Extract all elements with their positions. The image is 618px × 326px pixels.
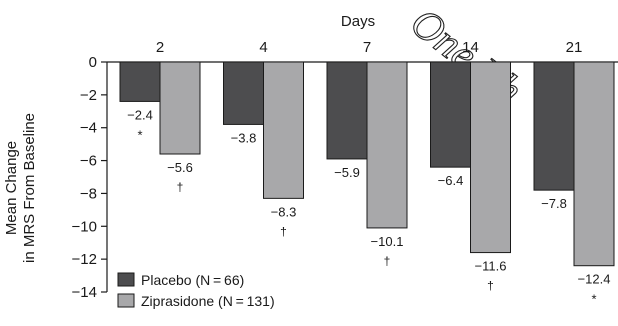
y-tick-label-7: −14: [72, 284, 97, 301]
plot-area: 0 −2 −4 −6 −8 −10 −12 −14 2 −2.4 * −5.6 † 4 −3.8 −8.3 † 7…: [72, 39, 618, 307]
x-category-label-2: 7: [363, 39, 371, 56]
bar-placebo-1: [223, 61, 264, 125]
bar-placebo-3: [430, 61, 471, 168]
bar-ziprasidone-3: [470, 61, 511, 254]
value-label-1-2: −10.1: [371, 234, 404, 249]
legend-swatch-placebo: [117, 272, 135, 287]
value-label-1-3: −11.6: [475, 259, 507, 274]
bar-ziprasidone-2: [366, 61, 408, 229]
significance-marker-1-1: †: [280, 224, 287, 238]
x-category-label-4: 21: [566, 39, 583, 56]
value-label-0-2: −5.9: [334, 165, 360, 180]
value-label-1-0: −5.6: [167, 160, 193, 175]
value-label-0-1: −3.8: [231, 130, 257, 145]
y-tick-label-2: −4: [80, 120, 97, 137]
value-label-1-4: −12.4: [578, 272, 611, 287]
y-axis-title-line-1: Mean Change: [3, 141, 20, 235]
significance-marker-1-3: †: [487, 279, 494, 293]
y-tick-label-5: −10: [72, 218, 97, 235]
value-label-1-1: −8.3: [271, 204, 297, 219]
value-label-0-4: −7.8: [541, 196, 567, 211]
bar-placebo-4: [533, 61, 575, 191]
bar-ziprasidone-1: [263, 61, 304, 199]
y-tick-label-1: −2: [80, 87, 97, 104]
significance-marker-0-0: *: [137, 127, 142, 142]
y-tick-label-3: −6: [80, 153, 97, 170]
x-category-label-3: 14: [462, 39, 479, 56]
y-tick-label-6: −12: [72, 251, 97, 268]
legend-swatch-ziprasidone: [117, 293, 135, 308]
legend: Placebo (N = 66) Ziprasidone (N = 131): [117, 272, 275, 309]
y-tick-label-4: −8: [80, 185, 97, 202]
legend-label-placebo: Placebo (N = 66): [141, 272, 244, 288]
significance-marker-1-0: †: [177, 180, 184, 194]
y-axis-title-line-2: in MRS From Baseline: [21, 113, 38, 263]
value-label-0-3: −6.4: [438, 173, 464, 188]
bar-placebo-2: [326, 61, 368, 160]
value-label-0-0: −2.4: [127, 107, 153, 122]
x-category-label-1: 4: [259, 39, 267, 56]
x-category-label-0: 2: [156, 39, 164, 56]
significance-marker-1-4: *: [591, 292, 596, 307]
significance-marker-1-2: †: [384, 254, 391, 268]
y-tick-label-0: 0: [89, 54, 97, 71]
bar-ziprasidone-4: [573, 61, 615, 267]
x-axis-title: Days: [341, 13, 375, 30]
legend-label-ziprasidone: Ziprasidone (N = 131): [141, 293, 275, 309]
bar-ziprasidone-0: [159, 61, 201, 155]
bar-placebo-0: [119, 61, 161, 102]
